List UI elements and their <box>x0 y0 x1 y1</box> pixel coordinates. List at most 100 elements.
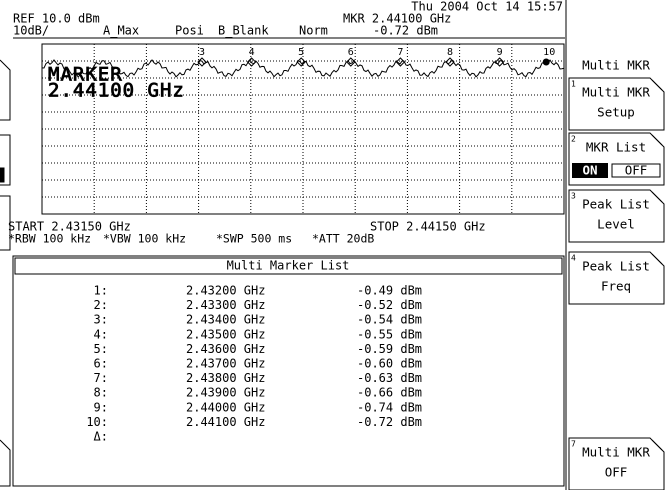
marker-index: 10: <box>86 415 108 429</box>
marker-diamond <box>296 57 306 67</box>
marker-level: -0.74 dBm <box>357 400 422 414</box>
left-key <box>0 59 11 121</box>
attenuation: *ATT 20dB <box>312 232 374 246</box>
start-frequency: START 2.43150 GHz <box>8 220 131 234</box>
softkey-label: Setup <box>597 105 635 120</box>
marker-diamond <box>395 57 406 67</box>
marker-number: 3 <box>199 47 205 58</box>
scale: 10dB/ <box>13 24 49 38</box>
marker-index: 8: <box>94 386 108 400</box>
toggle-on: ON <box>582 163 597 178</box>
marker-level: -0.59 dBm <box>357 342 422 356</box>
softkey-number: 1 <box>571 80 576 89</box>
marker-number: 7 <box>397 47 403 58</box>
marker-diamond <box>197 57 207 67</box>
softkey-label: Multi MKR <box>582 85 650 100</box>
marker-index: 7: <box>94 371 108 385</box>
softkey-label: OFF <box>605 465 628 480</box>
list-rows: 1: 2.43200 GHz -0.49 dBm 2: 2.43300 GHz -0.52… <box>86 284 422 444</box>
softkey-label: Level <box>597 217 635 232</box>
marker-level: -0.52 dBm <box>357 298 422 312</box>
rbw: *RBW 100 kHz <box>8 232 91 246</box>
sweep-time: *SWP 500 ms <box>216 232 292 246</box>
marker-number: 4 <box>249 47 255 58</box>
marker-freq: 2.43500 GHz <box>186 327 265 341</box>
marker-diamond <box>494 57 505 67</box>
marker-index: 1: <box>94 284 108 298</box>
softkey-bevel <box>651 79 663 91</box>
marker-index: Δ: <box>94 430 108 444</box>
marker-freq: 2.43600 GHz <box>186 342 265 356</box>
marker-freq: 2.43200 GHz <box>186 284 265 298</box>
trace <box>41 59 565 78</box>
ref-level: REF 10.0 dBm <box>13 12 100 26</box>
marker-level: -0.60 dBm <box>357 357 422 371</box>
marker-number: 8 <box>447 47 453 58</box>
trace-b-mode: B_Blank <box>218 24 269 38</box>
marker-index: 3: <box>94 313 108 327</box>
softkey-bevel <box>651 439 663 451</box>
marker-level: -0.63 dBm <box>357 371 422 385</box>
active-marker <box>542 58 550 66</box>
marker-level: -0.66 dBm <box>357 386 422 400</box>
softkey-bevel <box>651 134 663 146</box>
softkey-label: MKR List <box>586 140 646 155</box>
toggle-off: OFF <box>625 163 648 178</box>
softkey[interactable] <box>568 437 665 490</box>
marker-level: -0.49 dBm <box>357 284 422 298</box>
marker-diamond <box>445 57 455 67</box>
marker-freq: 2.43400 GHz <box>186 313 265 327</box>
marker-number: 10 <box>543 47 555 58</box>
softkey-number: 3 <box>571 192 576 201</box>
marker-freq: 2.44000 GHz <box>186 400 265 414</box>
list-title-bar <box>14 257 563 275</box>
left-key <box>0 134 11 186</box>
softkey-number: 2 <box>571 135 576 144</box>
graph: 3 4 5 6 7 8 9 10 <box>41 43 565 215</box>
marker-freq: 2.43900 GHz <box>186 386 265 400</box>
softkey[interactable] <box>568 251 665 305</box>
marker-number: 9 <box>497 47 503 58</box>
left-key <box>0 195 11 251</box>
marker-diamond <box>346 57 356 67</box>
marker-index: 5: <box>94 342 108 356</box>
softkey-bevel <box>651 191 663 203</box>
marker-level: -0.55 dBm <box>357 327 422 341</box>
left-key-flag <box>0 167 5 183</box>
trace-a-mode: A_Max <box>103 24 139 38</box>
toggle-off-box <box>611 163 661 178</box>
marker-level: -0.72 dBm <box>357 415 422 429</box>
marker-freq: 2.44100 GHz <box>186 415 265 429</box>
marker-index: 2: <box>94 298 108 312</box>
softkey-label: Peak List <box>582 259 650 274</box>
marker-freq: 2.43300 GHz <box>186 298 265 312</box>
left-edge-keys <box>0 59 11 487</box>
marker-frequency: MKR 2.44100 GHz <box>343 12 451 26</box>
softkeys: Multi MKR 1 Multi MKR Setup 2 MKR List ON OFF 3… <box>568 58 665 490</box>
marker-index: 6: <box>94 357 108 371</box>
left-key <box>0 439 11 487</box>
vbw: *VBW 100 kHz <box>103 232 186 246</box>
softkey-title: Multi MKR <box>582 58 650 73</box>
softkey-number: 4 <box>571 254 576 263</box>
list-frame <box>12 255 565 487</box>
marker-level: -0.54 dBm <box>357 313 422 327</box>
marker-diamond <box>246 57 257 67</box>
softkey-label: Freq <box>601 279 631 294</box>
datetime: Thu 2004 Oct 14 15:57 <box>411 0 563 14</box>
toggle-on-bg <box>572 163 608 178</box>
marker-number: 5 <box>298 47 304 58</box>
softkey[interactable] <box>568 189 665 243</box>
stop-frequency: STOP 2.44150 GHz <box>370 220 486 234</box>
softkey-number: 7 <box>571 440 576 449</box>
marker-frequency-large: 2.44100 GHz <box>48 80 185 102</box>
marker-level: -0.72 dBm <box>373 24 438 38</box>
softkey-bevel <box>651 253 663 265</box>
marker-freq: 2.43700 GHz <box>186 357 265 371</box>
marker-index: 4: <box>94 327 108 341</box>
marker-number: 6 <box>348 47 354 58</box>
marker-index: 9: <box>94 400 108 414</box>
softkey[interactable] <box>568 77 665 131</box>
